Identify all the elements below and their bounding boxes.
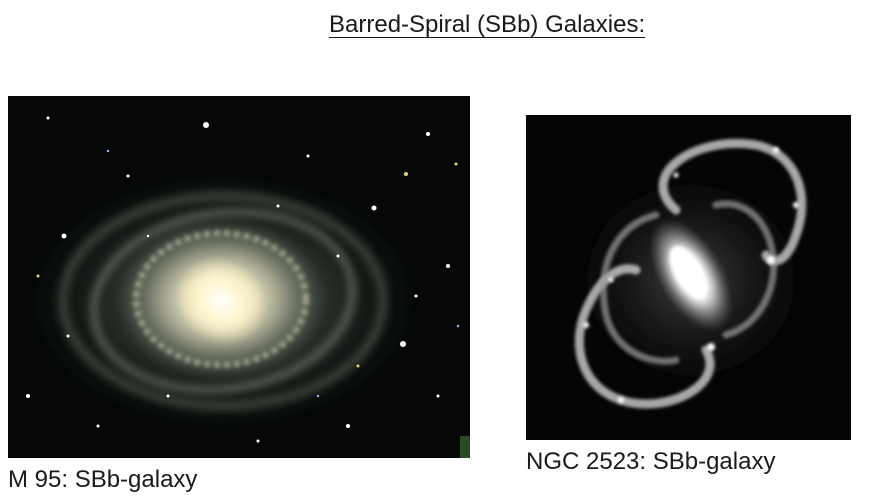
m95-galaxy-photo	[8, 96, 470, 458]
m95-galaxy-image	[8, 96, 470, 458]
slide-title: Barred-Spiral (SBb) Galaxies:	[329, 11, 646, 38]
m95-caption: M 95: SBb-galaxy	[8, 466, 198, 493]
ngc2523-caption: NGC 2523: SBb-galaxy	[526, 448, 776, 475]
ngc2523-galaxy-image	[526, 115, 851, 440]
ngc2523-galaxy-photo	[526, 115, 851, 440]
